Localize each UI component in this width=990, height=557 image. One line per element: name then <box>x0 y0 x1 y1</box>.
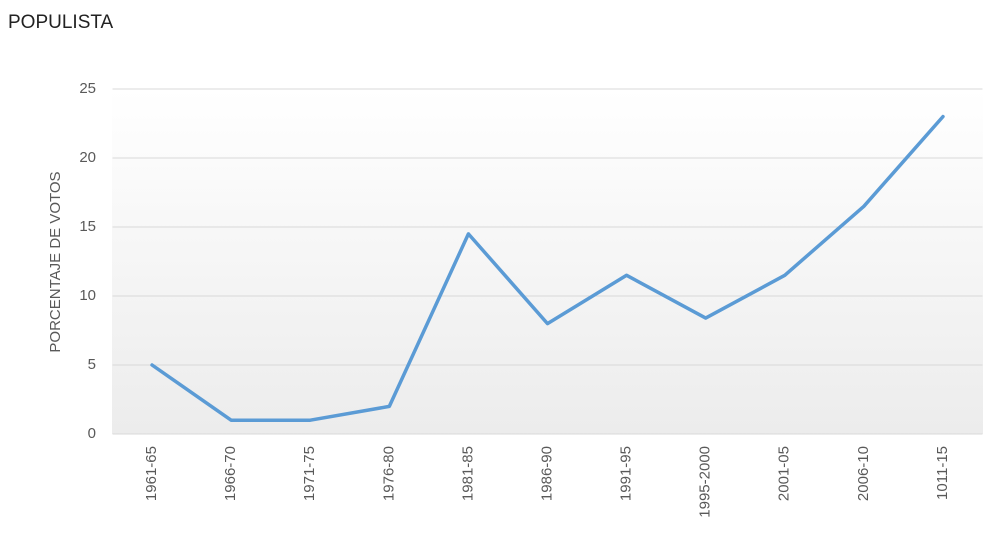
x-tick-label: 1011-15 <box>934 446 951 500</box>
x-tick-label: 1966-70 <box>222 446 239 501</box>
x-tick-label: 1981-85 <box>459 446 476 501</box>
x-tick-label: 1971-75 <box>301 446 318 501</box>
x-tick-label: 2006-10 <box>855 446 872 501</box>
x-tick-label: 1995-2000 <box>697 446 714 518</box>
y-tick-label: 20 <box>79 149 96 166</box>
data-line <box>150 114 945 422</box>
y-axis-label: PORCENTAJE DE VOTOS <box>47 171 64 352</box>
x-tick-label: 1991-95 <box>618 446 635 501</box>
chart-title: POPULISTA <box>8 12 114 33</box>
x-tick-label: 2001-05 <box>776 446 793 501</box>
plot-area <box>112 89 983 434</box>
y-tick-label: 0 <box>88 425 96 442</box>
y-tick-label: 5 <box>88 356 96 373</box>
y-tick-label: 15 <box>79 218 96 235</box>
x-tick-label: 1961-65 <box>143 446 160 501</box>
x-tick-label: 1976-80 <box>380 446 397 501</box>
y-tick-label: 25 <box>79 80 96 97</box>
x-tick-label: 1986-90 <box>538 446 555 501</box>
y-tick-label: 10 <box>79 287 96 304</box>
